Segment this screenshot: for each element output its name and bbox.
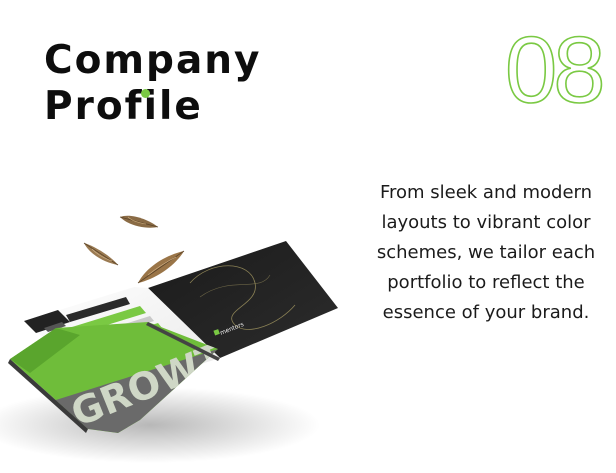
title-line-2: Profile bbox=[44, 84, 203, 129]
title-line-1: Company bbox=[44, 38, 262, 83]
feather-icon bbox=[137, 250, 185, 284]
feather-icon bbox=[83, 242, 119, 266]
page-title: Company Profile bbox=[44, 38, 261, 130]
brochure-line-art bbox=[189, 265, 296, 330]
brochure-mockup-image: mentors GROWTH bbox=[0, 205, 350, 473]
feather-icon bbox=[119, 215, 159, 228]
section-number: 08 bbox=[505, 16, 616, 116]
brand-logo-icon bbox=[213, 329, 220, 336]
accent-dot bbox=[141, 89, 150, 98]
brochure-right-page bbox=[148, 241, 338, 358]
description-text: From sleek and modern layouts to vibrant… bbox=[376, 182, 596, 323]
section-number-text: 08 bbox=[505, 17, 602, 116]
